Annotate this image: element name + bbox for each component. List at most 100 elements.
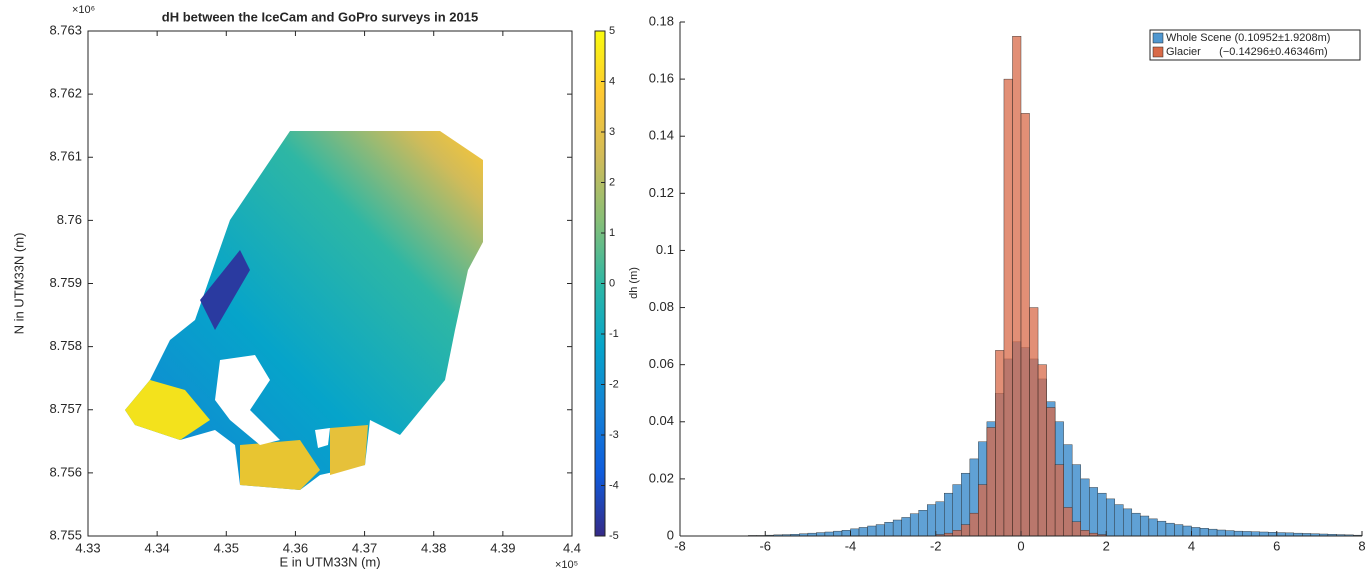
- legend-swatch: [1152, 46, 1164, 58]
- histogram-bar: [1191, 527, 1201, 537]
- histogram-bar: [1157, 520, 1167, 537]
- histogram-bar: [995, 350, 1005, 537]
- histogram-bar: [961, 524, 971, 537]
- histogram-bar: [927, 504, 936, 537]
- colorbar-label: dh (m): [628, 267, 640, 299]
- x-tick-label: 8: [1358, 538, 1365, 553]
- x-tick-label: -2: [930, 538, 942, 553]
- chart-title: dH between the IceCam and GoPro surveys …: [162, 9, 478, 24]
- histogram-bar: [892, 519, 902, 537]
- x-tick-label: 4.4: [563, 540, 581, 555]
- histogram-bar: [1182, 525, 1192, 537]
- y-tick-label: 0.18: [649, 13, 674, 28]
- y-tick-label: 0.04: [649, 413, 674, 428]
- histogram-bar: [1268, 532, 1277, 537]
- histogram-bar: [1225, 530, 1235, 537]
- y-tick-label: 8.758: [49, 338, 82, 353]
- y-axis-label: N in UTM33N (m): [11, 233, 26, 335]
- histogram-bar: [1080, 478, 1090, 537]
- histogram-bar: [1012, 36, 1022, 537]
- histogram-bar: [1242, 531, 1252, 537]
- histogram-bar: [1020, 113, 1030, 537]
- histogram-bar: [1148, 518, 1158, 537]
- x-multiplier: ×10⁵: [555, 559, 578, 571]
- y-tick-label: 8.76: [57, 212, 82, 227]
- histogram-bar: [1250, 531, 1260, 537]
- colorbar-tick-label: 3: [609, 126, 615, 138]
- y-tick-label: 8.759: [49, 275, 82, 290]
- histogram-bar: [909, 513, 919, 537]
- y-tick-label: 0.1: [656, 242, 674, 257]
- histogram-bar: [1233, 530, 1243, 537]
- x-tick-label: 4.33: [75, 540, 100, 555]
- x-tick-label: 4.39: [490, 540, 515, 555]
- histogram-bar: [1140, 515, 1150, 537]
- histogram-bar: [935, 501, 945, 537]
- y-tick-label: 0: [667, 527, 674, 542]
- histogram-bar: [816, 532, 826, 537]
- histogram-bar: [952, 530, 962, 537]
- colorbar-tick-label: -5: [609, 530, 619, 542]
- x-tick-label: 4.38: [421, 540, 446, 555]
- histogram-bar: [1003, 78, 1013, 537]
- histogram-bar: [1088, 487, 1098, 537]
- histogram-bar: [1199, 528, 1209, 537]
- histogram-bar: [901, 517, 911, 537]
- histogram-bar: [969, 512, 979, 537]
- histogram-bar: [1208, 528, 1218, 537]
- x-tick-label: 4.35: [214, 540, 239, 555]
- y-tick-label: 8.755: [49, 527, 82, 542]
- histogram-bar: [1029, 307, 1039, 537]
- histogram-bar: [1046, 407, 1056, 537]
- map-surface: [125, 131, 483, 490]
- histogram-bar: [1080, 530, 1090, 537]
- histogram-bar: [1071, 521, 1081, 537]
- colorbar-tick-label: -1: [609, 328, 619, 340]
- colorbar-tick-label: -3: [609, 429, 619, 441]
- histogram-bar: [824, 531, 834, 537]
- legend-box: [1149, 29, 1361, 61]
- y-tick-label: 0.16: [649, 71, 674, 86]
- x-axis-label: E in UTM33N (m): [279, 554, 380, 569]
- x-tick-label: -4: [845, 538, 857, 553]
- x-tick-label: 4: [1188, 538, 1195, 553]
- histogram-bar: [1131, 512, 1141, 537]
- y-tick-label: 8.756: [49, 464, 82, 479]
- histogram-bar: [952, 484, 962, 537]
- x-tick-label: 4.37: [352, 540, 377, 555]
- x-tick-label: 4.36: [283, 540, 308, 555]
- histogram-bar: [858, 527, 868, 537]
- histogram-bar: [1259, 531, 1269, 537]
- colorbar-tick-label: -2: [609, 378, 619, 390]
- map-hole: [315, 428, 330, 448]
- histogram-bar: [1063, 507, 1073, 537]
- map-image: [125, 131, 483, 490]
- x-tick-label: 4.34: [144, 540, 169, 555]
- histogram-bar: [1097, 492, 1107, 537]
- colorbar-tick-label: 0: [609, 277, 615, 289]
- y-tick-label: 8.762: [49, 86, 82, 101]
- y-tick-label: 0.08: [649, 299, 674, 314]
- histogram-bar: [1276, 532, 1286, 537]
- histogram-bar: [944, 492, 954, 537]
- x-tick-label: -6: [759, 538, 771, 553]
- histogram-bar: [1054, 464, 1064, 537]
- legend-swatch: [1152, 32, 1164, 44]
- histogram-bar: [884, 522, 894, 537]
- map-patch: [330, 425, 368, 475]
- histogram-bar: [833, 530, 843, 537]
- legend-label: Glacier (−0.14296±0.46346m): [1166, 46, 1328, 58]
- map-hole: [215, 355, 280, 445]
- y-tick-label: 0.06: [649, 356, 674, 371]
- histogram-bar: [1165, 522, 1175, 537]
- y-tick-label: 0.02: [649, 470, 674, 485]
- histogram-bar: [986, 427, 996, 537]
- histogram-bar: [1123, 508, 1133, 537]
- histogram-bar: [1106, 498, 1115, 537]
- y-tick-label: 0.14: [649, 128, 674, 143]
- histogram-bar: [850, 528, 860, 537]
- x-tick-label: 2: [1103, 538, 1110, 553]
- map-patch: [240, 440, 320, 490]
- histogram-bar: [841, 530, 851, 537]
